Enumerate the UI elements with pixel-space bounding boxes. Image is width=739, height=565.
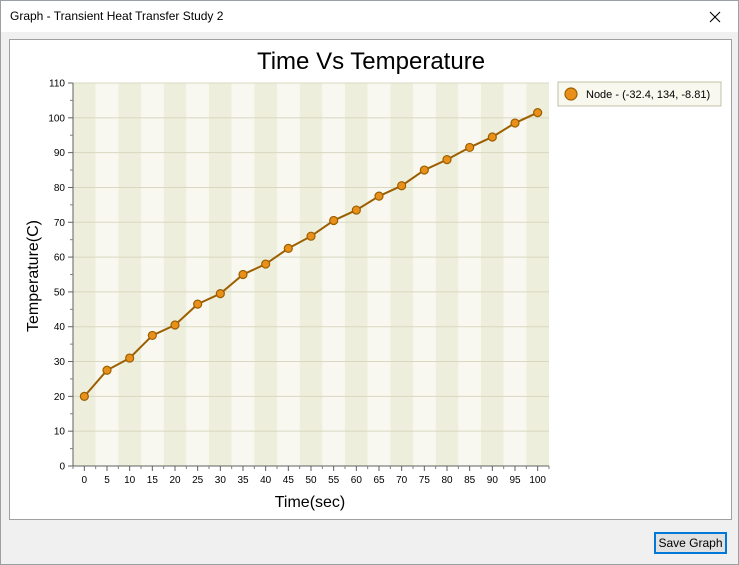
x-tick-label: 50: [305, 475, 317, 486]
data-point: [306, 231, 316, 241]
plot-band: [254, 83, 277, 466]
plot-band: [186, 83, 209, 466]
legend: Node - (-32.4, 134, -8.81): [557, 81, 722, 107]
data-point: [510, 118, 520, 128]
x-tick-label: 25: [192, 475, 204, 486]
data-point: [465, 142, 475, 153]
close-button[interactable]: [692, 1, 738, 32]
y-tick-label: 80: [54, 183, 66, 194]
y-tick-label: 110: [49, 79, 65, 90]
x-tick-label: 70: [396, 475, 408, 486]
plot-band: [209, 83, 232, 466]
data-point: [261, 259, 271, 269]
plot-band: [299, 83, 323, 466]
data-point: [79, 391, 89, 401]
y-tick-label: 90: [54, 148, 66, 159]
y-tick-label: 10: [54, 427, 66, 438]
x-tick-label: 95: [509, 475, 521, 486]
y-tick-label: 30: [54, 357, 66, 368]
window-title: Graph - Transient Heat Transfer Study 2: [10, 9, 224, 23]
close-icon: [709, 11, 721, 22]
x-tick-label: 60: [351, 475, 363, 486]
y-tick-label: 40: [54, 322, 66, 333]
data-point: [397, 181, 407, 191]
data-point: [329, 215, 339, 226]
plot-band: [95, 83, 119, 466]
x-tick-label: 75: [419, 475, 431, 486]
x-tick-label: 20: [169, 475, 181, 486]
x-tick-label: 5: [104, 475, 110, 486]
data-point: [193, 299, 203, 309]
plot-band: [435, 83, 459, 466]
x-axis-label: Time(sec): [275, 494, 346, 511]
data-point: [102, 365, 112, 375]
plot-band: [73, 83, 96, 466]
data-point: [442, 154, 452, 165]
data-point: [374, 191, 384, 201]
data-point: [125, 353, 135, 363]
y-tick-label: 20: [54, 392, 66, 403]
data-point: [215, 289, 225, 299]
plot-band: [345, 83, 368, 466]
y-tick-label: 70: [54, 218, 66, 229]
plot-band: [277, 83, 300, 466]
plot-band: [163, 83, 187, 466]
x-tick-label: 65: [373, 475, 385, 486]
y-axis-label: Temperature(C): [25, 220, 42, 332]
x-tick-label: 90: [487, 475, 499, 486]
chart: Time Vs Temperature 01020304050607080901…: [25, 48, 722, 511]
plot-band: [413, 83, 436, 466]
x-tick-label: 35: [237, 475, 249, 486]
data-point: [487, 132, 497, 142]
legend-label: Node - (-32.4, 134, -8.81): [586, 89, 710, 101]
plot-band: [458, 83, 481, 466]
plot-band: [390, 83, 413, 466]
chart-title: Time Vs Temperature: [257, 48, 485, 75]
data-point: [419, 165, 429, 175]
plot-band: [367, 83, 391, 466]
x-tick-label: 15: [147, 475, 159, 486]
x-tick-label: 10: [124, 475, 136, 486]
y-tick-label: 0: [59, 462, 65, 473]
legend-marker: [564, 87, 578, 101]
x-tick-label: 80: [441, 475, 453, 486]
y-tick-label: 60: [54, 253, 66, 264]
y-tick-label: 100: [48, 113, 65, 124]
plot-band: [526, 83, 549, 466]
x-tick-label: 85: [464, 475, 476, 486]
x-tick-label: 55: [328, 475, 340, 486]
plot-band: [503, 83, 527, 466]
plot-band: [322, 83, 345, 466]
data-point: [147, 330, 157, 341]
x-tick-label: 100: [529, 475, 546, 486]
x-tick-label: 0: [82, 475, 88, 486]
save-graph-button[interactable]: Save Graph: [654, 532, 727, 554]
data-point: [170, 320, 180, 330]
plot-band: [481, 83, 504, 466]
data-point: [533, 107, 543, 118]
title-bar: Graph - Transient Heat Transfer Study 2: [1, 1, 738, 32]
data-point: [238, 269, 248, 280]
plot-band: [118, 83, 141, 466]
chart-panel: Time Vs Temperature 0 10 20 30 40 50 60 70 80 90 1…: [9, 39, 732, 520]
y-tick-label: 50: [54, 287, 66, 298]
x-tick-label: 40: [260, 475, 272, 486]
plot-band: [141, 83, 164, 466]
data-point: [351, 205, 361, 215]
x-tick-label: 45: [283, 475, 295, 486]
x-tick-label: 30: [215, 475, 227, 486]
data-point: [283, 243, 293, 253]
